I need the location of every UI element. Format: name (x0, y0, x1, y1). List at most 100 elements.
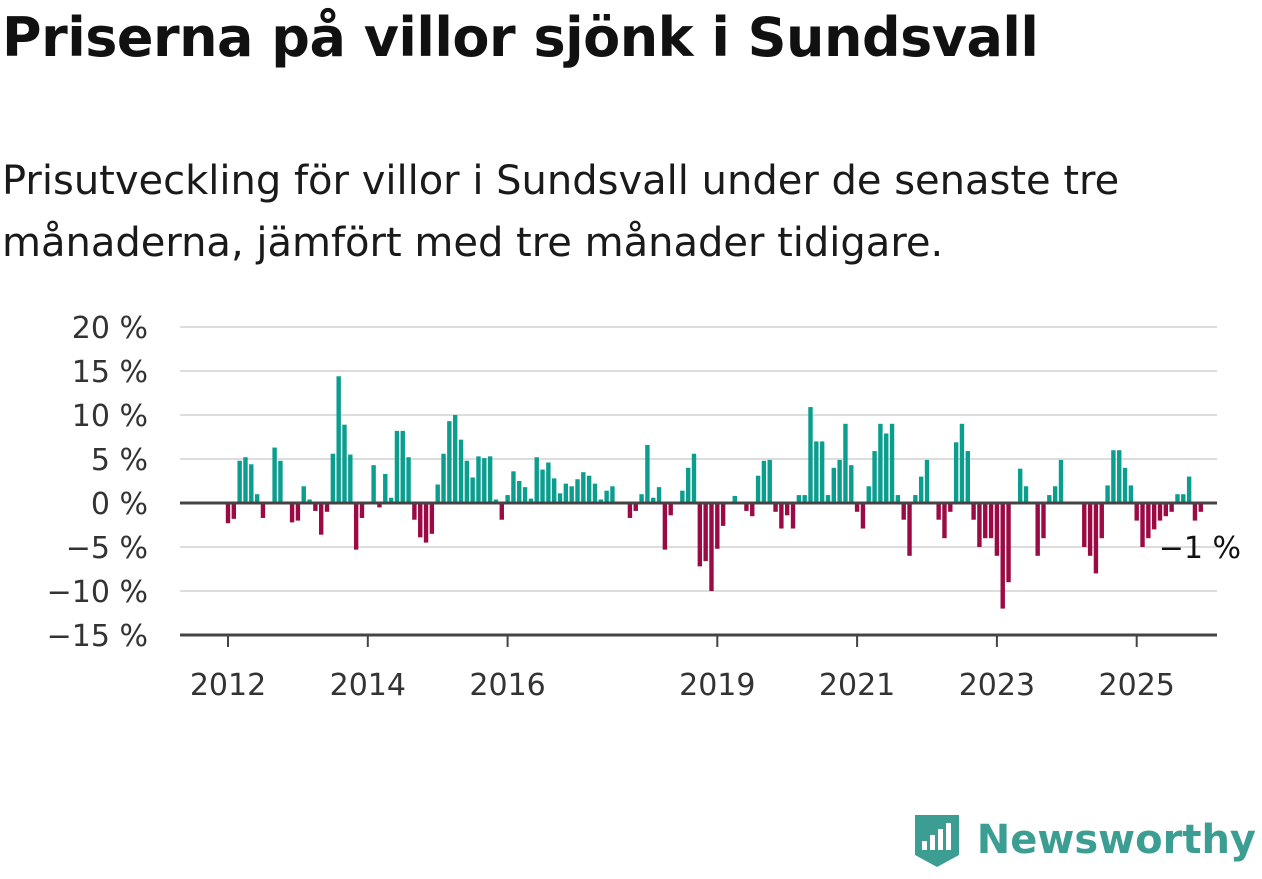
bar (971, 503, 976, 520)
bar (225, 503, 231, 524)
bar (330, 453, 336, 503)
bar (295, 503, 301, 521)
bar (744, 503, 749, 511)
x-tick-label: 2021 (819, 668, 895, 703)
bar-chart: 20 %15 %10 %5 %0 %−5 %−10 %−15 % 2012 201… (47, 311, 1241, 703)
bar (651, 497, 656, 503)
bar (1000, 503, 1005, 609)
bar (913, 495, 918, 503)
bar (936, 503, 941, 520)
bar (1122, 467, 1128, 503)
newsworthy-logo-text: Newsworthy (976, 817, 1256, 863)
bar (377, 503, 382, 508)
bar (1093, 503, 1099, 574)
y-tick-label: −15 % (47, 619, 148, 654)
bar (307, 499, 312, 503)
bar (878, 423, 883, 503)
bar (1157, 503, 1163, 521)
bar (493, 499, 499, 503)
bar (1087, 503, 1093, 556)
bar (598, 499, 603, 503)
x-axis-ticks: 2012 2014 2016 2019 2021 2023 2025 (190, 635, 1175, 703)
bar (458, 439, 464, 503)
x-tick-label: 2014 (330, 668, 406, 703)
bar (423, 503, 429, 543)
x-tick-label: 2019 (679, 668, 755, 703)
bar (1134, 503, 1139, 521)
bar (627, 503, 633, 518)
bar (301, 486, 306, 503)
bar (575, 479, 580, 503)
y-tick-label: 20 % (72, 311, 148, 346)
bar (790, 503, 796, 529)
bar (581, 472, 586, 503)
bar (796, 495, 802, 503)
bar (662, 503, 668, 550)
bar (901, 503, 906, 520)
bar (884, 433, 889, 503)
bar (959, 423, 965, 503)
bar (1041, 503, 1046, 539)
bar (400, 430, 405, 503)
bar (336, 376, 341, 503)
bar (1140, 503, 1145, 547)
bar (359, 503, 365, 518)
x-tick-label: 2025 (1099, 668, 1175, 703)
bar (656, 487, 662, 503)
bar (482, 458, 487, 503)
x-tick-label: 2012 (190, 668, 266, 703)
bar (388, 497, 394, 503)
bar (755, 475, 761, 503)
bar (418, 503, 423, 538)
bar (412, 503, 417, 520)
bar (889, 423, 895, 503)
bar (511, 471, 516, 503)
y-tick-label: 0 % (91, 487, 148, 522)
bar (732, 495, 737, 503)
bar (272, 447, 277, 503)
bar (1035, 503, 1040, 556)
bar (895, 495, 901, 503)
bar (1023, 486, 1029, 503)
bar (1128, 485, 1134, 503)
bar (569, 486, 574, 503)
bar (540, 469, 545, 503)
bar (773, 503, 778, 512)
bar (785, 503, 790, 516)
bar (452, 415, 458, 503)
bar (278, 460, 283, 503)
bar (435, 484, 440, 503)
bar (394, 430, 400, 503)
bar (691, 453, 697, 503)
bar (610, 486, 615, 503)
bar (1006, 503, 1011, 583)
bar (779, 503, 784, 529)
bar (254, 494, 260, 503)
bar (860, 503, 866, 529)
x-tick-label: 2016 (469, 668, 545, 703)
bar (872, 451, 877, 503)
bar (849, 465, 854, 503)
bar (1047, 495, 1052, 503)
bar (505, 495, 510, 503)
y-tick-label: 10 % (72, 399, 148, 434)
bar (831, 467, 836, 503)
bar (1082, 503, 1087, 547)
y-tick-label: 15 % (72, 355, 148, 390)
bar (837, 459, 842, 503)
bar (289, 503, 295, 523)
bar (441, 453, 446, 503)
y-tick-label: −10 % (47, 575, 148, 610)
bar (476, 456, 481, 503)
bar (720, 503, 726, 526)
last-value-label: −1 % (1159, 531, 1241, 566)
bar (499, 503, 504, 520)
bar (522, 487, 528, 503)
bar (918, 476, 924, 503)
bar (348, 454, 353, 503)
bar (546, 462, 551, 503)
bar (965, 451, 970, 503)
bar (1111, 450, 1116, 503)
bars (225, 376, 1203, 609)
bar (814, 441, 819, 503)
